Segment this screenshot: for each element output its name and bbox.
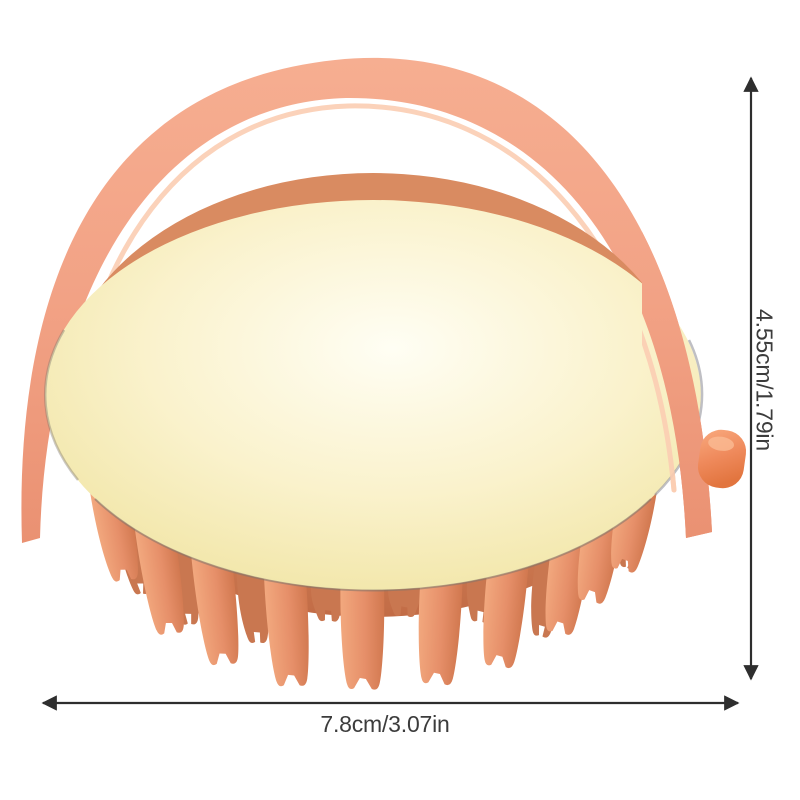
brush-dome	[45, 200, 701, 590]
dome-rim-seam	[94, 498, 652, 592]
width-dimension-label: 7.8cm/3.07in	[320, 711, 450, 737]
dome-left-seam	[43, 329, 79, 481]
back-bristle	[236, 562, 270, 644]
side-knob	[697, 429, 747, 489]
height-dimension-label: 4.55cm/1.79in	[751, 309, 778, 451]
dimension-lines	[41, 76, 759, 711]
